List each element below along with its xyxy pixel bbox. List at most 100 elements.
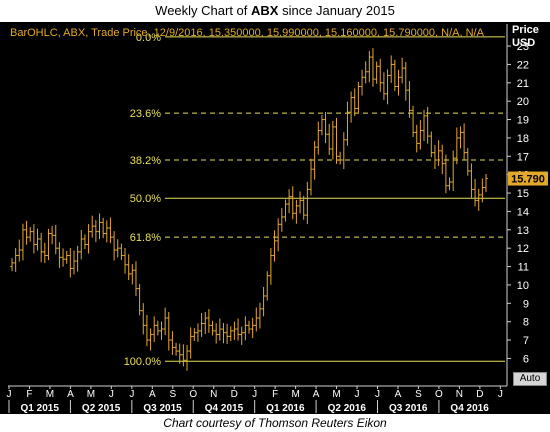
month-tick-label: F bbox=[26, 389, 32, 400]
ohlc-bar bbox=[469, 163, 474, 199]
month-tick-label: J bbox=[252, 389, 257, 400]
ohlc-bar bbox=[181, 344, 186, 367]
ohlc-bar bbox=[458, 126, 463, 149]
fib-label-3: 50.0% bbox=[130, 193, 161, 205]
ohlc-bar bbox=[232, 321, 237, 340]
ohlc-bar bbox=[360, 69, 364, 96]
ohlc-bar bbox=[79, 229, 84, 260]
ohlc-bar bbox=[374, 61, 379, 84]
y-tick-label: 14 bbox=[517, 206, 529, 218]
quarter-label: Q4 2015 bbox=[205, 403, 244, 414]
ohlc-bar bbox=[64, 250, 69, 264]
ohlc-bar bbox=[429, 131, 434, 158]
y-tick-label: 12 bbox=[517, 243, 529, 255]
auto-scale-button[interactable]: Auto bbox=[513, 372, 547, 386]
ohlc-bar bbox=[10, 258, 14, 272]
month-tick-label: O bbox=[435, 389, 443, 400]
ohlc-bar bbox=[323, 112, 328, 144]
ohlc-bar bbox=[83, 234, 87, 250]
y-tick-label: 6 bbox=[523, 353, 529, 365]
ohlc-bar bbox=[250, 317, 255, 339]
ohlc-bar bbox=[90, 215, 95, 238]
ohlc-bar bbox=[403, 62, 408, 101]
ohlc-bar bbox=[72, 250, 76, 275]
ohlc-bar bbox=[418, 120, 423, 150]
ohlc-bar bbox=[203, 311, 208, 334]
ohlc-bar bbox=[75, 245, 80, 272]
ohlc-bar bbox=[261, 286, 266, 317]
ohlc-bar bbox=[141, 303, 146, 335]
price-bars bbox=[10, 48, 488, 371]
ohlc-bar bbox=[126, 254, 131, 280]
ohlc-bar bbox=[207, 309, 211, 333]
ohlc-bar bbox=[338, 151, 342, 165]
month-tick-label: D bbox=[476, 389, 483, 400]
ohlc-bar bbox=[156, 320, 160, 336]
ohlc-bar bbox=[108, 217, 113, 244]
price-unit-label: Price USD bbox=[512, 24, 539, 50]
ohlc-bar bbox=[473, 178, 477, 207]
ohlc-bar bbox=[53, 224, 58, 255]
ohlc-bar bbox=[433, 145, 437, 169]
ohlc-bar bbox=[258, 302, 262, 329]
ohlc-bar bbox=[316, 121, 321, 155]
ohlc-bar bbox=[283, 199, 288, 222]
ohlc-bar bbox=[298, 191, 302, 214]
fib-label-0: 0.0% bbox=[136, 32, 161, 44]
ohlc-bar bbox=[170, 331, 175, 355]
ohlc-bar bbox=[225, 323, 229, 344]
month-tick-label: M bbox=[332, 389, 340, 400]
month-tick-label: J bbox=[355, 389, 360, 400]
month-tick-label: N bbox=[456, 389, 463, 400]
ohlc-bar bbox=[476, 188, 481, 211]
ohlc-bar bbox=[192, 328, 197, 341]
ohlc-bar bbox=[290, 186, 295, 220]
month-tick-label: M bbox=[291, 389, 299, 400]
ohlc-bar bbox=[21, 223, 25, 261]
ohlc-bar bbox=[327, 123, 332, 156]
y-tick-label: 23 bbox=[517, 41, 529, 53]
ohlc-bar bbox=[134, 261, 138, 297]
ohlc-bar bbox=[239, 326, 244, 346]
ohlc-bar bbox=[43, 242, 47, 264]
ohlc-bar bbox=[276, 218, 280, 252]
last-price-label: 15.790 bbox=[511, 174, 545, 186]
month-tick-label: A bbox=[67, 389, 74, 400]
ohlc-bar bbox=[228, 326, 233, 341]
month-tick-label: S bbox=[415, 389, 422, 400]
ohlc-bar bbox=[378, 58, 383, 92]
ohlc-bar bbox=[39, 232, 43, 263]
ohlc-bar bbox=[396, 69, 401, 96]
quarter-label: Q3 2015 bbox=[143, 403, 182, 414]
ohlc-bar bbox=[447, 177, 452, 191]
fibonacci-levels: 0.0% 23.6% 38.2% 50.0% 61.8% 100.0% bbox=[124, 32, 505, 368]
ohlc-bar bbox=[411, 105, 415, 138]
quarter-label: Q3 2016 bbox=[389, 403, 428, 414]
page-title: Weekly Chart of ABX since January 2015 bbox=[155, 3, 395, 18]
y-tick-label: 17 bbox=[517, 151, 529, 163]
ohlc-bar bbox=[294, 199, 299, 224]
ohlc-bar bbox=[68, 247, 73, 278]
ohlc-bar bbox=[112, 231, 116, 261]
ohlc-bar bbox=[221, 322, 226, 344]
y-tick-label: 9 bbox=[523, 298, 529, 310]
ohlc-bar bbox=[444, 154, 448, 194]
fib-label-2: 38.2% bbox=[130, 155, 161, 167]
ohlc-bar bbox=[254, 307, 259, 332]
y-tick-label: 10 bbox=[517, 280, 529, 292]
ohlc-bar bbox=[243, 316, 248, 341]
ohlc-bar bbox=[287, 189, 291, 214]
month-tick-label: O bbox=[189, 389, 197, 400]
ohlc-bar bbox=[280, 207, 284, 232]
ohlc-bar bbox=[152, 316, 156, 343]
ohlc-bar bbox=[61, 248, 65, 267]
ohlc-bar bbox=[28, 227, 33, 242]
ohlc-bar bbox=[371, 48, 375, 87]
month-tick-label: A bbox=[395, 389, 402, 400]
ohlc-bar bbox=[462, 123, 466, 161]
ohlc-bar bbox=[320, 114, 324, 136]
ohlc-bar bbox=[119, 243, 124, 261]
ohlc-bar bbox=[385, 69, 390, 105]
ohlc-bar bbox=[123, 247, 127, 274]
